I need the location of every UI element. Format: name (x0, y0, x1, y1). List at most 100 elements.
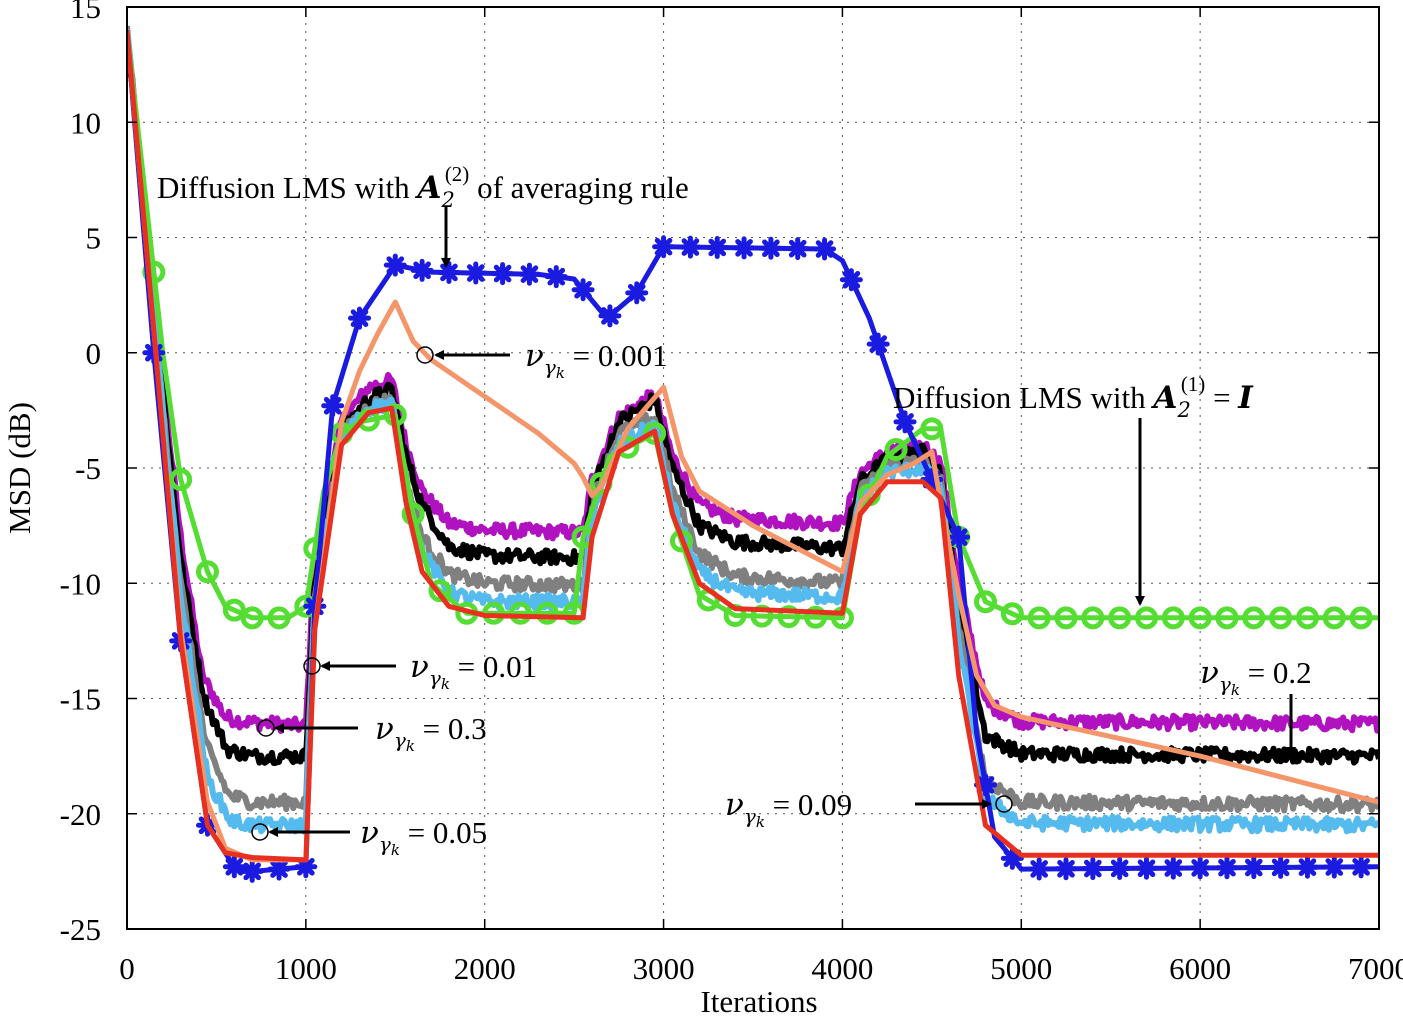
series-marker-asterisk (1108, 856, 1132, 880)
series-7 (127, 29, 1379, 863)
svg-text:νγk = 0.2: νγk = 0.2 (1200, 655, 1312, 699)
x-tick-label: 5000 (990, 951, 1052, 986)
y-tick-label: -25 (60, 912, 101, 947)
series-marker-asterisk (571, 278, 595, 302)
series-marker-circle (884, 438, 908, 462)
series-0 (127, 29, 1379, 883)
series-marker-asterisk (348, 306, 372, 330)
series-marker-circle (508, 601, 532, 625)
series-marker-circle (169, 468, 193, 492)
series-marker-asterisk (893, 410, 917, 434)
series-marker-circle (195, 560, 219, 584)
svg-text:νγk = 0.01: νγk = 0.01 (410, 649, 537, 693)
svg-text:νγk = 0.09: νγk = 0.09 (725, 787, 852, 831)
series-marker-asterisk (866, 332, 890, 356)
ticks: 0 1000 2000 3000 4000 5000 6000 7000 15 10 5 0 -5 -10… (60, 0, 1403, 986)
series-line (127, 29, 1379, 835)
grid (127, 7, 1379, 929)
series-marker-asterisk (678, 235, 702, 259)
y-axis-title: MSD (dB) (2, 402, 37, 534)
annotation-a2-averaging-prefix: Diffusion LMS with (157, 170, 417, 205)
series-marker-asterisk (1027, 857, 1051, 881)
series-marker-asterisk (652, 235, 676, 259)
series-marker-circle (1054, 606, 1078, 630)
series-5 (127, 29, 1379, 835)
svg-text:νγk = 0.001: νγk = 0.001 (525, 338, 668, 382)
series-marker-circle (1242, 606, 1266, 630)
series-line (127, 29, 1379, 863)
series-marker-asterisk (240, 859, 264, 883)
x-tick-label: 0 (119, 951, 135, 986)
series-marker-circle (1269, 606, 1293, 630)
series-marker-asterisk (1054, 857, 1078, 881)
y-tick-label: -5 (75, 451, 101, 486)
series-marker-circle (1322, 606, 1346, 630)
series-marker-circle (222, 598, 246, 622)
annotation-nu-0-09: νγk = 0.09 (725, 787, 1013, 831)
y-tick-label: 5 (86, 221, 102, 256)
series-marker-circle (267, 606, 291, 630)
series-marker-asterisk (1188, 856, 1212, 880)
series-marker-asterisk (1161, 856, 1185, 880)
series-1 (127, 29, 1379, 630)
annotation-a2-averaging-suffix: of averaging rule (469, 170, 688, 205)
series-marker-asterisk (383, 253, 407, 277)
series-6 (127, 29, 1379, 863)
series-marker-asterisk (1242, 856, 1266, 880)
series-marker-asterisk (222, 855, 246, 879)
y-tick-label: -10 (60, 566, 101, 601)
x-tick-label: 1000 (275, 951, 337, 986)
series-marker-circle (1161, 606, 1185, 630)
y-tick-label: 15 (70, 0, 101, 25)
y-tick-label: 10 (70, 105, 101, 140)
x-tick-label: 2000 (454, 951, 516, 986)
series-marker-circle (428, 579, 452, 603)
series-marker-circle (777, 605, 801, 629)
series-marker-circle (1108, 606, 1132, 630)
svg-text:νγk = 0.3: νγk = 0.3 (375, 711, 487, 755)
series-marker-asterisk (786, 237, 810, 261)
annotation-nu-0-2: νγk = 0.2 (1200, 655, 1312, 757)
series-marker-asterisk (517, 262, 541, 286)
series-marker-asterisk (267, 857, 291, 881)
series-marker-asterisk (813, 237, 837, 261)
series-marker-asterisk (598, 304, 622, 328)
x-tick-label: 4000 (811, 951, 873, 986)
series-marker-circle (1215, 606, 1239, 630)
series-marker-circle (1027, 606, 1051, 630)
series-marker-circle (1295, 606, 1319, 630)
series-marker-asterisk (294, 855, 318, 879)
series-marker-circle (750, 604, 774, 628)
x-tick-label: 6000 (1169, 951, 1231, 986)
annotation-nu-0-001: νγk = 0.001 (416, 338, 668, 382)
annotation-nu-0-3: νγk = 0.3 (257, 711, 487, 755)
svg-text:Diffusion LMS with A2(1) = I: Diffusion LMS with A2(1) = I (893, 372, 1254, 422)
series-marker-circle (240, 606, 264, 630)
svg-text:Diffusion LMS with A2(2) of av: Diffusion LMS with A2(2) of averaging ru… (157, 162, 689, 212)
annotation-nu-0-01: νγk = 0.01 (303, 649, 537, 693)
annotation-a2-identity-prefix: Diffusion LMS with (893, 380, 1153, 415)
series-line (127, 29, 1379, 863)
series-marker-circle (1349, 606, 1373, 630)
series-marker-asterisk (839, 268, 863, 292)
series-marker-asterisk (625, 281, 649, 305)
svg-text:νγk = 0.05: νγk = 0.05 (360, 815, 487, 859)
series-marker-circle (1134, 606, 1158, 630)
series-marker-circle (1000, 602, 1024, 626)
series-marker-asterisk (1269, 855, 1293, 879)
series-line (127, 29, 1379, 621)
series-marker-circle (1081, 606, 1105, 630)
series-marker-circle (920, 417, 944, 441)
series-marker-asterisk (1215, 856, 1239, 880)
x-tick-label: 3000 (633, 951, 695, 986)
series-marker-asterisk (1081, 857, 1105, 881)
series-marker-asterisk (705, 235, 729, 259)
series-marker-circle (1188, 606, 1212, 630)
series-marker-asterisk (1349, 855, 1373, 879)
annotation-a2-averaging: Diffusion LMS with A2(2) of averaging ru… (157, 162, 689, 268)
x-tick-label: 7000 (1348, 951, 1403, 986)
x-axis-title: Iterations (700, 984, 817, 1019)
y-tick-label: 0 (86, 336, 102, 371)
series-marker-asterisk (1134, 856, 1158, 880)
